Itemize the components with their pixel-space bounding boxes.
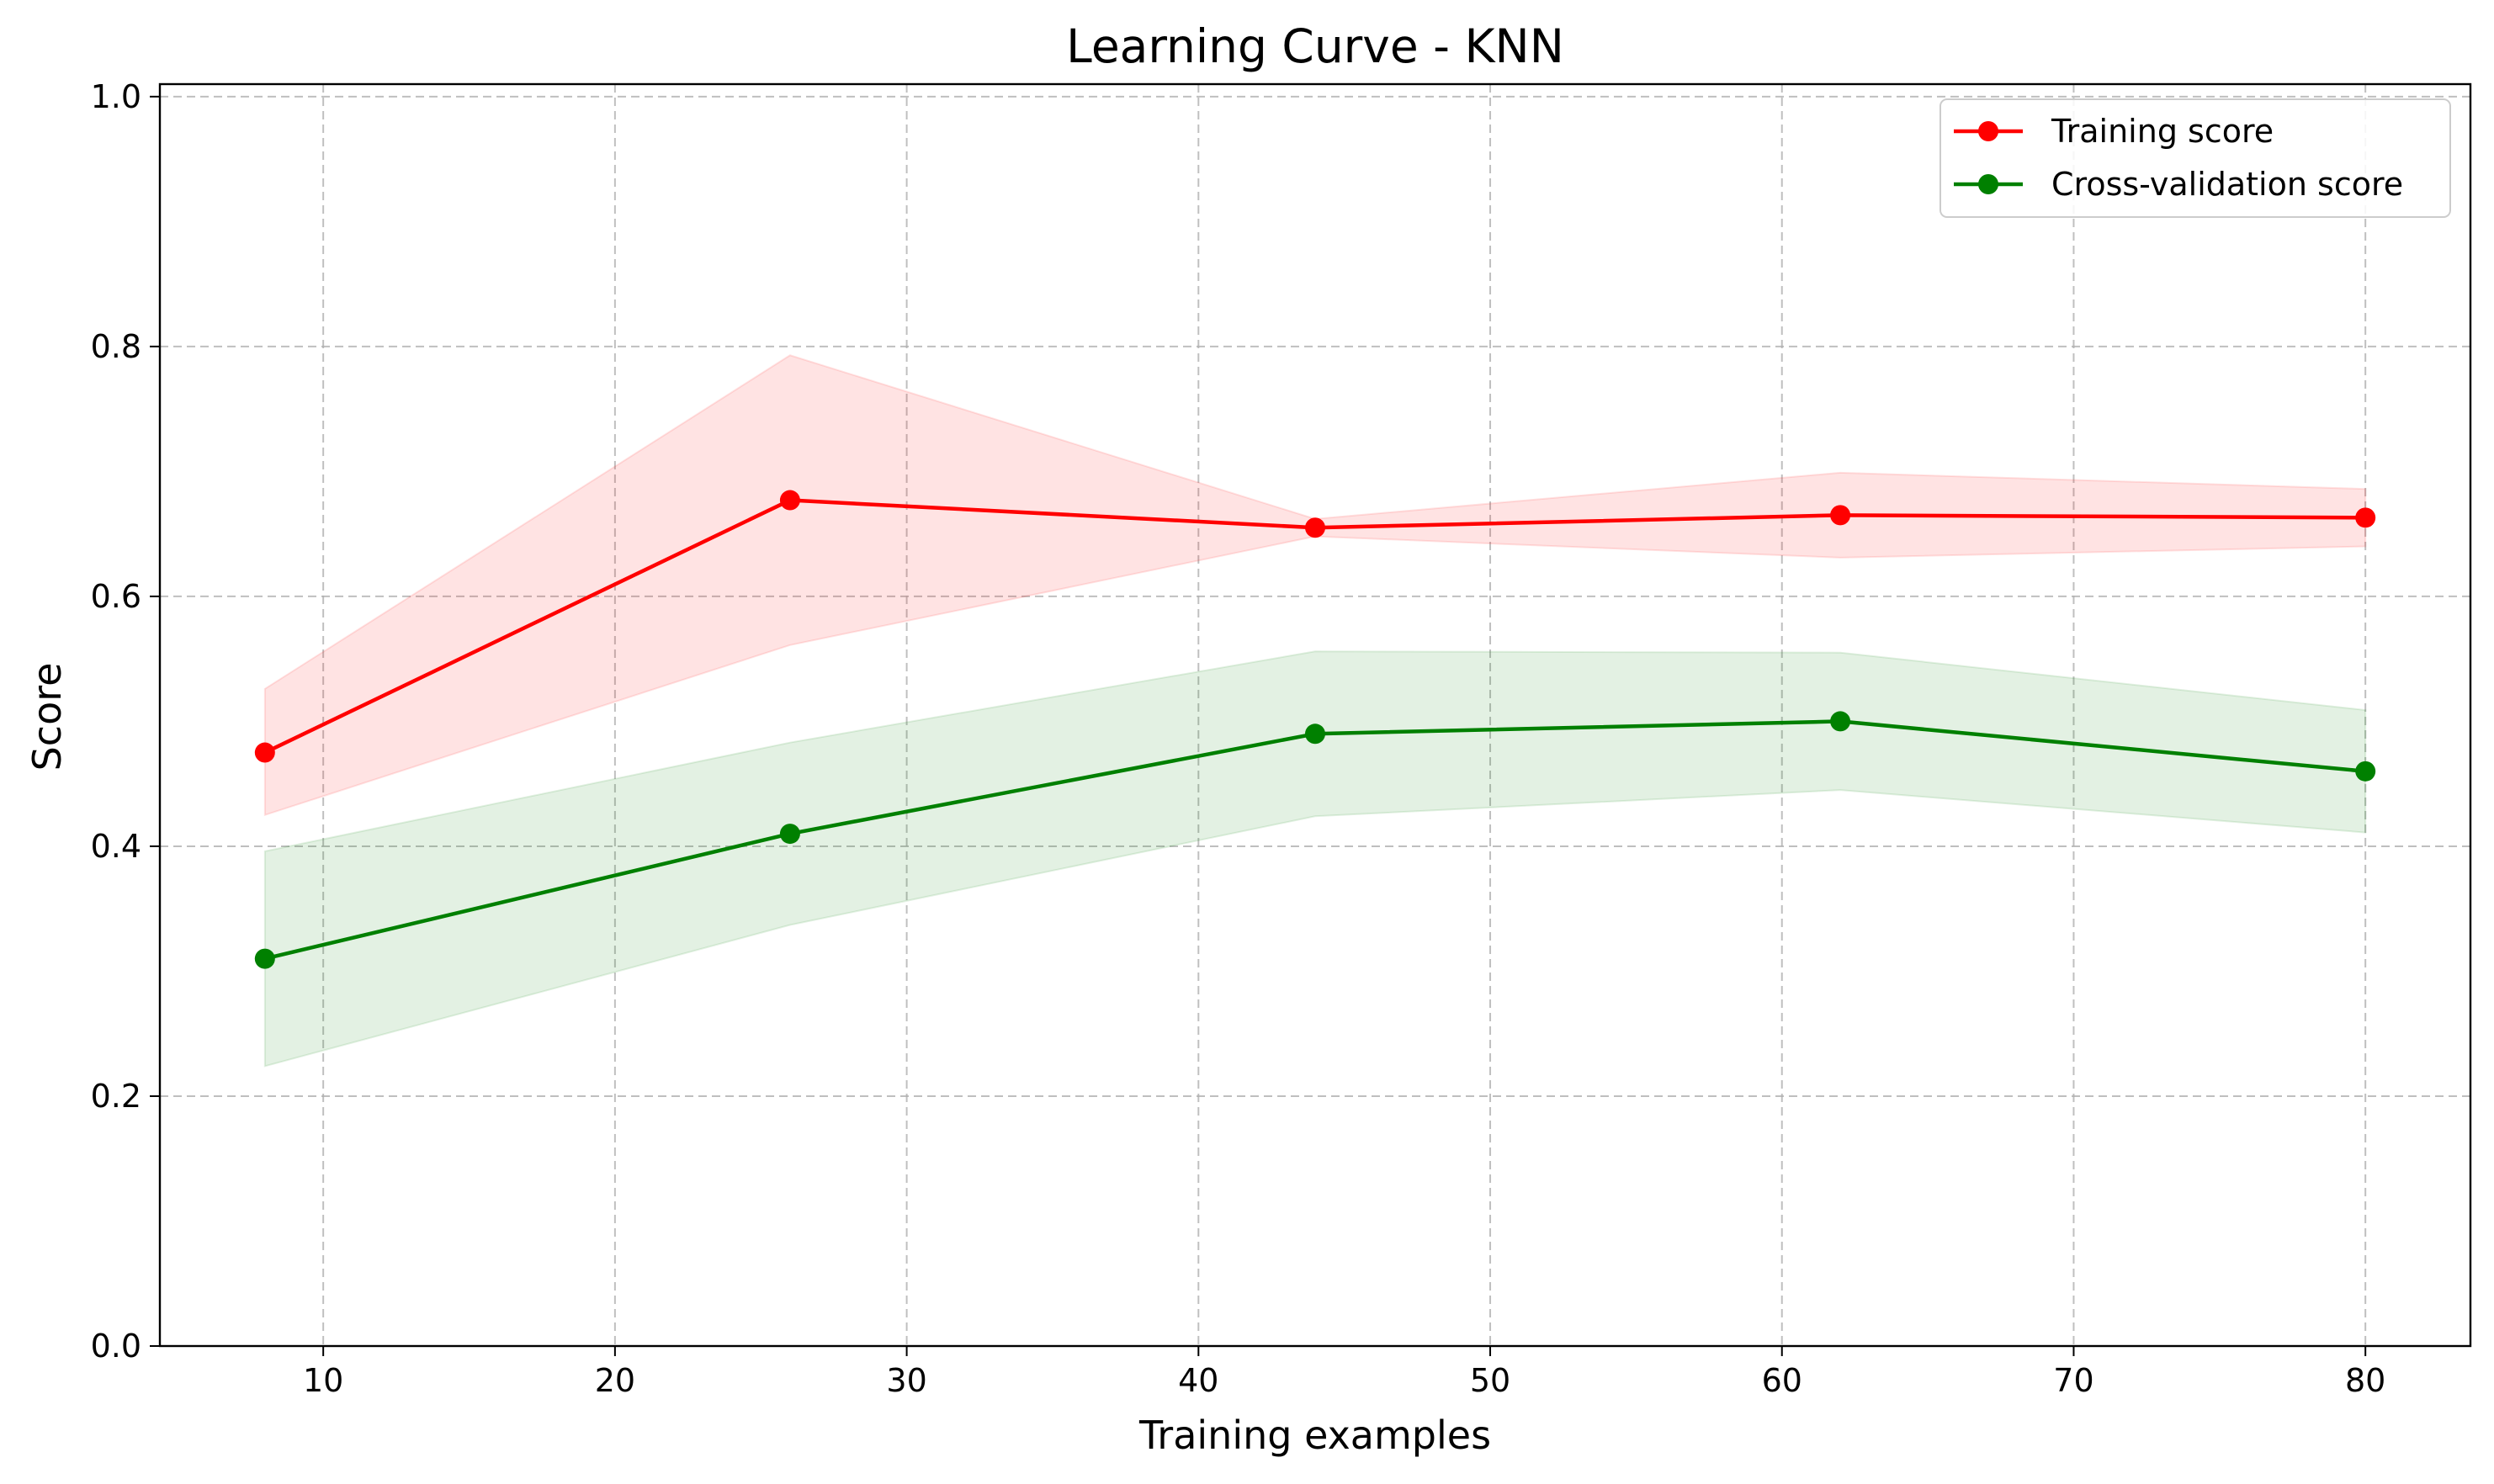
cross-validation-score-point — [1830, 711, 1850, 731]
y-axis-title: Score — [24, 663, 70, 771]
training-score-point — [1830, 505, 1850, 525]
legend-label-training: Training score — [2051, 113, 2274, 150]
x-tick-label: 50 — [1470, 1362, 1510, 1399]
x-tick-label: 20 — [595, 1362, 635, 1399]
y-tick-label: 0.8 — [91, 328, 141, 365]
training-score-point — [780, 490, 800, 511]
y-tick-label: 0.6 — [91, 578, 141, 615]
y-tick-label: 0.4 — [91, 828, 141, 865]
legend-swatch-marker — [1978, 121, 1998, 141]
cross-validation-score-point — [255, 949, 275, 969]
legend: Training score Cross-validation score — [1940, 99, 2450, 217]
y-tick-label: 0.2 — [91, 1078, 141, 1115]
training-score-point — [255, 743, 275, 763]
training-score-point — [2355, 507, 2375, 527]
legend-swatch-marker — [1978, 174, 1998, 194]
y-tick-label: 0.0 — [91, 1328, 141, 1365]
legend-label-cross-validation: Cross-validation score — [2051, 166, 2403, 203]
x-tick-label: 30 — [886, 1362, 926, 1399]
x-tick-label: 60 — [1762, 1362, 1802, 1399]
y-tick-label: 1.0 — [91, 78, 141, 115]
cross-validation-score-point — [2355, 761, 2375, 782]
training-score-point — [1305, 517, 1325, 538]
x-tick-label: 10 — [303, 1362, 343, 1399]
chart-title: Learning Curve - KNN — [1066, 19, 1564, 73]
cross-validation-score-point — [1305, 723, 1325, 744]
cross-validation-score-point — [780, 824, 800, 844]
x-axis-title: Training examples — [1138, 1412, 1491, 1458]
x-tick-label: 80 — [2345, 1362, 2385, 1399]
x-tick-label: 40 — [1178, 1362, 1218, 1399]
x-tick-label: 70 — [2053, 1362, 2093, 1399]
